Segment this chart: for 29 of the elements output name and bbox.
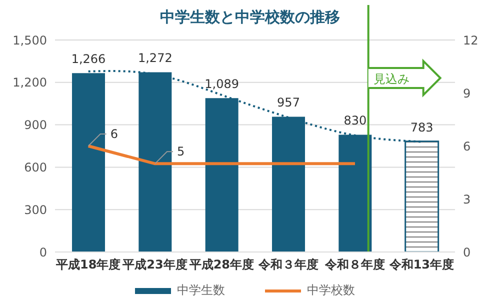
y2-tick-label: 3	[463, 192, 471, 206]
y-tick-label: 600	[24, 160, 47, 174]
y-tick-label: 1,200	[12, 76, 47, 90]
y2-tick-label: 12	[463, 33, 478, 48]
y-tick-label: 0	[39, 245, 47, 260]
data-label: 1,272	[138, 51, 172, 66]
x-tick-label: 平成28年度	[188, 258, 254, 272]
data-label: 1,089	[204, 77, 240, 92]
y2-tick-label: 9	[463, 86, 471, 100]
y-tick-label: 300	[24, 202, 47, 217]
chart-title: 中学生数と中学校数の推移	[159, 8, 341, 27]
x-tick-label: 令和８年度	[324, 258, 385, 272]
y-tick-label: 900	[24, 118, 47, 132]
data-label: 1,266	[71, 52, 106, 66]
x-tick-label: 令和13年度	[388, 258, 454, 272]
x-tick-label: 平成23年度	[122, 258, 188, 272]
data-label: 5	[177, 144, 185, 159]
data-label: 830	[344, 114, 367, 128]
data-label: 783	[410, 120, 434, 134]
y2-tick-label: 6	[463, 139, 471, 154]
ref-line-label: 見込み	[373, 72, 410, 86]
x-tick-label: 令和３年度	[257, 258, 318, 272]
data-label: 6	[110, 127, 118, 141]
y-tick-label: 1,500	[12, 33, 47, 48]
x-tick-label: 平成18年度	[54, 258, 121, 272]
legend-label: 中学生数	[176, 282, 225, 299]
data-label: 957	[277, 96, 300, 110]
y2-tick-label: 0	[463, 245, 471, 260]
legend-label: 中学校数	[306, 282, 355, 299]
